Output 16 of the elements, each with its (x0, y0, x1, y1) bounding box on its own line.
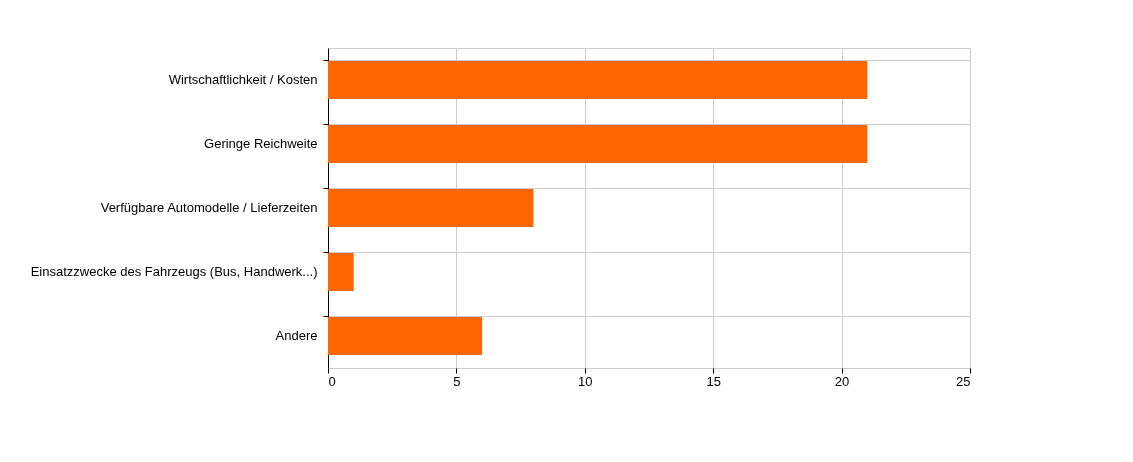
x-tick-label: 5 (453, 373, 461, 389)
bar (328, 125, 868, 163)
y-tick-label: Verfügbare Automodelle / Lieferzeiten (100, 200, 318, 215)
y-tick-label: Geringe Reichweite (204, 136, 318, 151)
y-tick-label: Andere (275, 328, 318, 343)
x-tick-label: 0 (328, 373, 336, 389)
y-tick-label: Wirtschaftlichkeit / Kosten (168, 72, 318, 87)
bar (328, 189, 534, 227)
bar (328, 61, 868, 99)
bar (328, 317, 483, 355)
y-tick-label: Einsatzzwecke des Fahrzeugs (Bus, Handwerk...) (30, 264, 318, 279)
x-tick-label: 15 (706, 373, 721, 389)
x-tick-label: 25 (956, 373, 971, 389)
bar (328, 253, 354, 291)
x-tick-label: 20 (834, 373, 850, 389)
x-tick-label: 10 (578, 373, 593, 389)
